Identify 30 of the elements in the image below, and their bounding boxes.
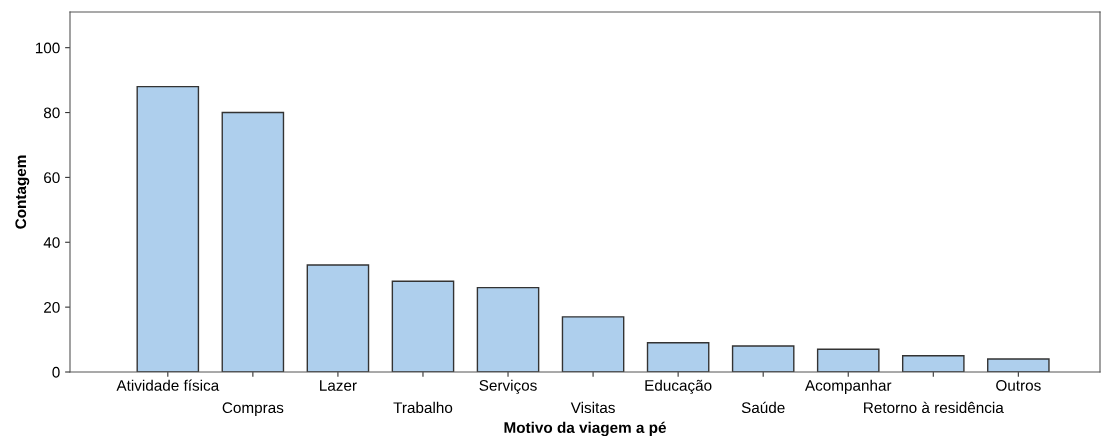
x-tick-label: Acompanhar — [804, 379, 892, 394]
bar — [646, 342, 710, 372]
x-tick-label: Lazer — [320, 380, 357, 391]
bar — [561, 316, 625, 372]
y-tick-label: 60 — [44, 172, 60, 184]
bar — [136, 85, 200, 372]
x-tick-label: Compras — [222, 402, 284, 417]
x-tick-label: Visitas — [570, 401, 615, 414]
y-tick-label: 80 — [43, 107, 60, 119]
x-tick-label: Retorno à residência — [864, 401, 1004, 414]
x-tick-label: Atividade física — [116, 379, 220, 391]
y-axis-title: Contagem — [15, 155, 30, 229]
bar — [476, 286, 540, 372]
x-tick-label: Educação — [645, 379, 712, 394]
x-tick-label: Outros — [996, 380, 1041, 391]
bar — [221, 111, 285, 372]
y-tick-label: 100 — [35, 42, 60, 54]
x-tick-label: Serviços — [479, 379, 537, 394]
bar — [816, 348, 880, 372]
y-tick-label: 0 — [52, 366, 60, 378]
bar — [306, 264, 370, 372]
bar — [731, 345, 795, 372]
y-tick-label: 20 — [44, 302, 60, 313]
x-tick-label: Trabalho — [393, 401, 453, 414]
x-axis-title: Motivo da viagem a pé — [504, 421, 666, 437]
y-tick-label: 40 — [43, 237, 60, 248]
bar — [901, 355, 965, 372]
x-tick-label: Saúde — [741, 401, 785, 414]
bar — [987, 358, 1050, 372]
bar — [391, 280, 455, 372]
